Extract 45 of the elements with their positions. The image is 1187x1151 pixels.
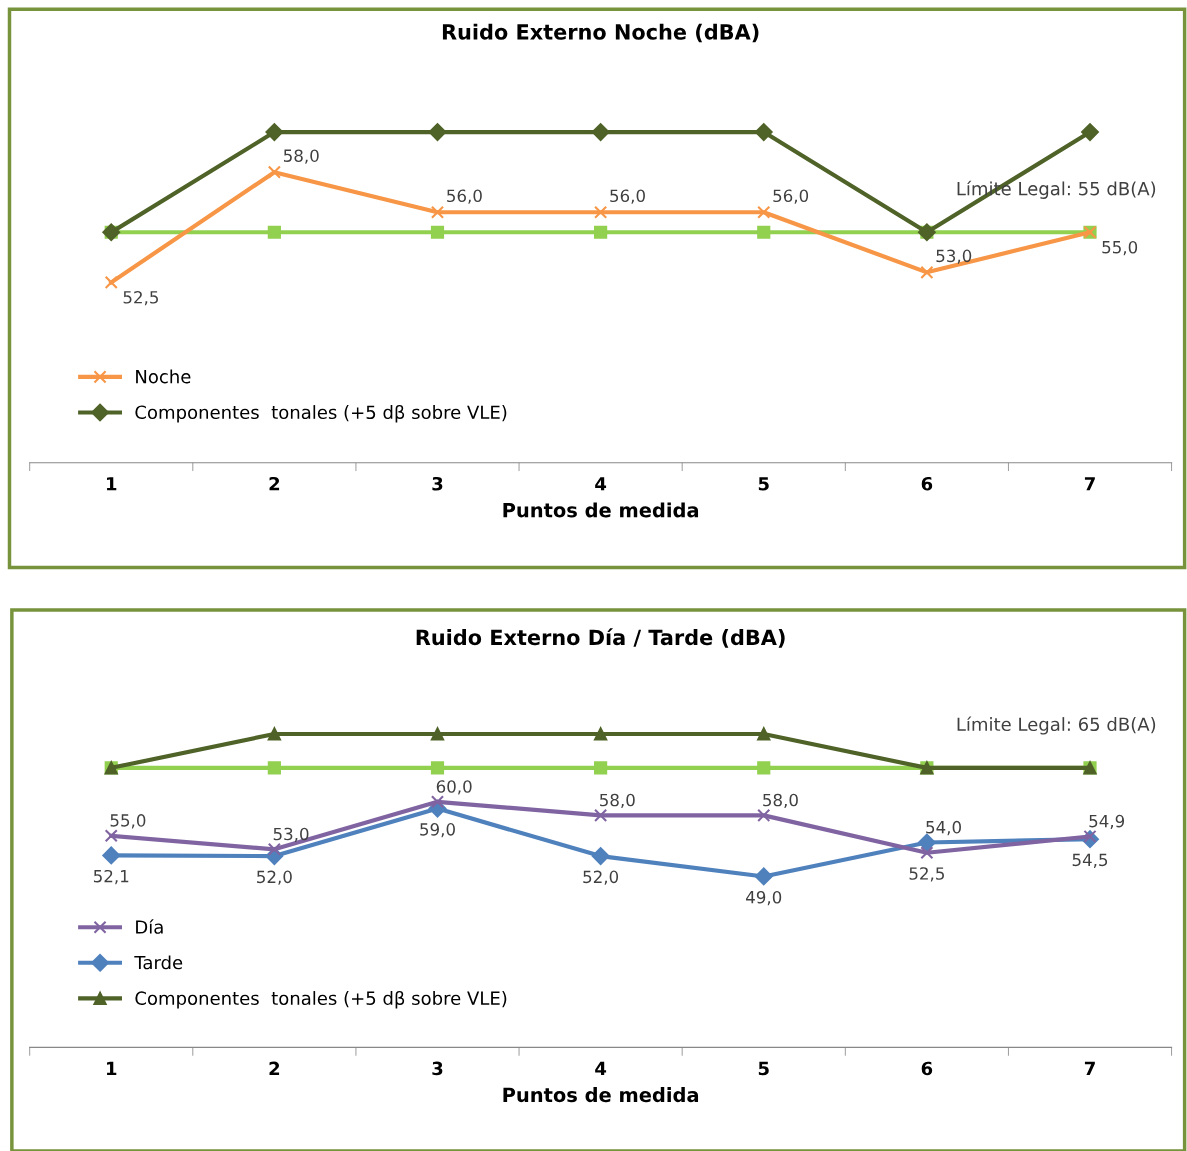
data-label: 53,0 — [273, 827, 309, 842]
data-label: 58,0 — [283, 149, 319, 164]
data-label: 60,0 — [436, 780, 472, 795]
x-axis-title: Puntos de medida — [503, 502, 699, 518]
legend-label: Componentes tonales (+5 dβ sobre VLE) — [135, 404, 507, 423]
x-tick-label: 1 — [106, 477, 117, 491]
x-tick-label: 6 — [921, 476, 933, 491]
data-label: 55,0 — [1102, 240, 1138, 256]
x-tick-label: 3 — [432, 1061, 443, 1076]
x-tick-label: 1 — [106, 1061, 117, 1076]
data-label: 52,0 — [583, 870, 619, 885]
x-tick-label: 3 — [432, 476, 443, 491]
data-label: 59,0 — [420, 823, 455, 838]
x-tick-label: 2 — [269, 476, 280, 491]
data-label: 52,0 — [257, 870, 292, 885]
x-tick-label: 7 — [1084, 477, 1095, 491]
x-tick-label: 6 — [921, 1061, 933, 1076]
data-label: 49,0 — [746, 890, 782, 906]
legend-label: Componentes tonales (+5 dβ sobre VLE) — [135, 990, 507, 1009]
legend-label: Día — [136, 919, 163, 934]
data-label: 58,0 — [600, 793, 635, 809]
data-label: 58,0 — [763, 793, 798, 809]
legend-label: Tarde — [134, 955, 183, 970]
chart-title: Ruido Externo Noche (dBA) — [442, 23, 759, 43]
data-label: 56,0 — [773, 189, 809, 204]
x-tick-label: 5 — [758, 477, 769, 491]
x-tick-label: 5 — [758, 1061, 769, 1076]
annotation: Límite Legal: 65 dB(A) — [957, 716, 1156, 735]
x-tick-label: 4 — [595, 1061, 607, 1076]
data-label: 53,0 — [936, 249, 972, 264]
x-tick-label: 4 — [595, 477, 607, 491]
data-label: 56,0 — [447, 189, 482, 204]
data-label: 52,1 — [93, 869, 129, 885]
x-axis-title: Puntos de medida — [503, 1087, 699, 1103]
legend-label: Noche — [136, 369, 191, 384]
data-label: 55,0 — [110, 814, 146, 829]
data-label: 52,5 — [909, 867, 944, 882]
data-label: 54,5 — [1072, 853, 1108, 868]
data-label: 52,5 — [123, 290, 158, 306]
x-tick-label: 2 — [269, 1061, 280, 1076]
data-label: 56,0 — [610, 189, 645, 204]
chart-title: Ruido Externo Día / Tarde (dBA) — [416, 628, 785, 648]
data-label: 54,0 — [926, 820, 961, 836]
x-tick-label: 7 — [1084, 1061, 1095, 1076]
data-label: 54,9 — [1089, 814, 1125, 830]
